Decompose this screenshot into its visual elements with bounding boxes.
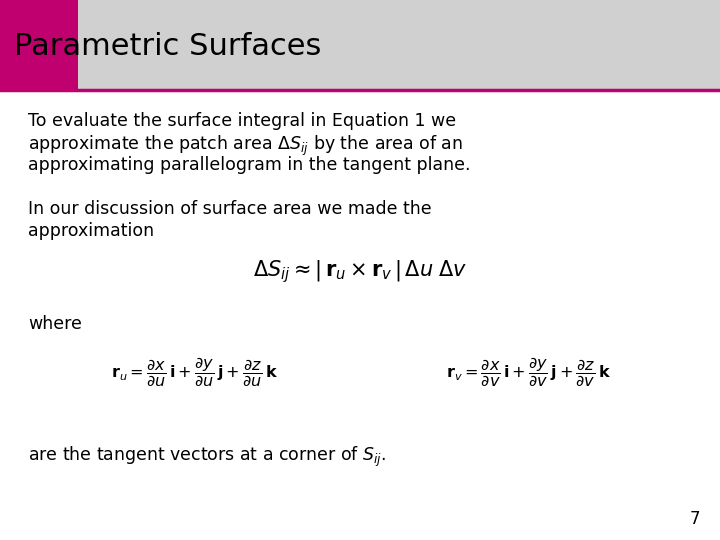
Text: $\Delta S_{ij} \approx |\,\mathbf{r}_u \times \mathbf{r}_v\,|\, \Delta u \; \Del: $\Delta S_{ij} \approx |\,\mathbf{r}_u \…: [253, 259, 467, 286]
Text: approximating parallelogram in the tangent plane.: approximating parallelogram in the tange…: [28, 156, 470, 174]
Text: To evaluate the surface integral in Equation 1 we: To evaluate the surface integral in Equa…: [28, 112, 456, 130]
Text: $\mathbf{r}_v = \dfrac{\partial x}{\partial v}\,\mathbf{i} + \dfrac{\partial y}{: $\mathbf{r}_v = \dfrac{\partial x}{\part…: [446, 355, 611, 388]
Text: $\mathbf{r}_u = \dfrac{\partial x}{\partial u}\,\mathbf{i} + \dfrac{\partial y}{: $\mathbf{r}_u = \dfrac{\partial x}{\part…: [112, 355, 279, 388]
Text: 7: 7: [690, 510, 700, 528]
Text: approximate the patch area $\Delta S_{ij}$ by the area of an: approximate the patch area $\Delta S_{ij…: [28, 134, 463, 158]
Text: where: where: [28, 315, 82, 333]
Bar: [0, 0, 78, 90]
Bar: [0, 0, 720, 90]
Text: Parametric Surfaces: Parametric Surfaces: [14, 32, 321, 62]
Text: approximation: approximation: [28, 222, 154, 240]
Text: are the tangent vectors at a corner of $S_{ij}$.: are the tangent vectors at a corner of $…: [28, 445, 387, 469]
Text: In our discussion of surface area we made the: In our discussion of surface area we mad…: [28, 200, 431, 218]
